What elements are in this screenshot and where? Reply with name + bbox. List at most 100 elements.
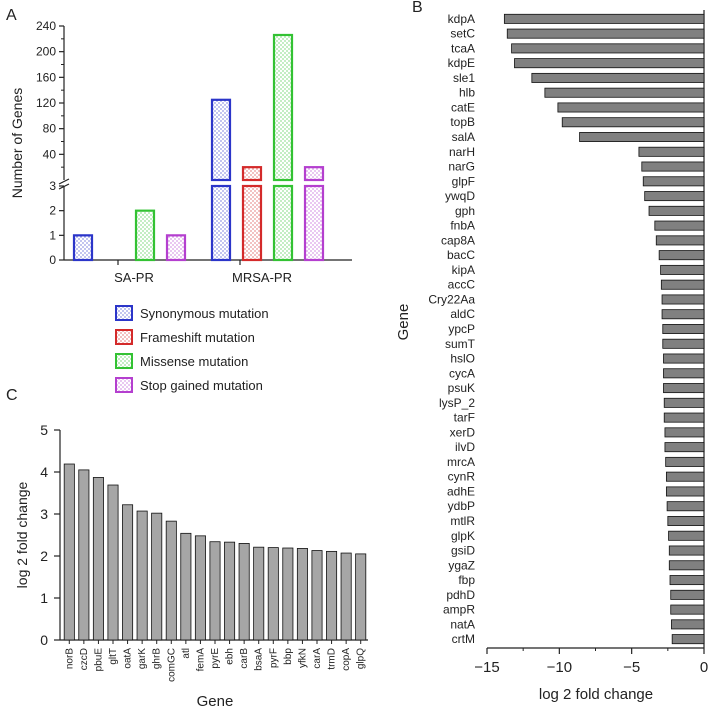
panel-b-gene-label: catE bbox=[451, 100, 475, 114]
panel-c-bar-czcd bbox=[78, 469, 90, 641]
panel-b-gene-label: ampR bbox=[443, 603, 475, 617]
panel-c-gene-label: czcD bbox=[79, 648, 90, 670]
panel-b-gene-label: cynR bbox=[448, 470, 476, 484]
panel-c-bar-pbue bbox=[92, 477, 104, 641]
panel-c-gene-label: carA bbox=[312, 648, 323, 669]
legend-swatch-missense-mutation bbox=[115, 353, 133, 369]
panel-c-bar-ghrb bbox=[151, 512, 163, 641]
panel-a-bar-missense-mutation-mrsa-pr-lower bbox=[272, 184, 294, 262]
panel-b-gene-label: tarF bbox=[454, 411, 475, 425]
panel-c-gene-label: comGC bbox=[166, 648, 177, 682]
panel-c-gene-label: trmD bbox=[327, 648, 338, 670]
panel-c-gene-label: atl bbox=[181, 648, 192, 659]
panel-c-bar-bsaa bbox=[253, 546, 265, 641]
panel-b-bar-sala bbox=[579, 132, 705, 142]
panel-b-bar-gsid bbox=[668, 545, 705, 556]
panel-b-bar-narh bbox=[638, 146, 705, 157]
panel-c-bar-copa bbox=[340, 552, 352, 641]
panel-b-bar-glpf bbox=[642, 176, 705, 187]
panel-b-bar-cry22aa bbox=[661, 294, 705, 305]
panel-c-bar-trmd bbox=[326, 550, 338, 641]
panel-b-x-tick-label: −15 bbox=[474, 659, 499, 676]
panel-label-c: C bbox=[6, 387, 18, 404]
panel-c-bar-atl bbox=[180, 532, 192, 641]
panel-b-gene-label: ywqD bbox=[445, 189, 475, 203]
panel-b-gene-label: kipA bbox=[452, 263, 475, 277]
panel-b-gene-label: crtM bbox=[452, 632, 475, 646]
panel-label-b: B bbox=[412, 0, 423, 16]
panel-b-x-tick-label: −10 bbox=[547, 659, 572, 676]
panel-b-bar-lysp-2 bbox=[663, 397, 705, 408]
panel-c-gene-label: carB bbox=[239, 648, 250, 669]
panel-c-bar-comgc bbox=[165, 520, 177, 641]
panel-c-gene-label: oatA bbox=[123, 648, 134, 669]
panel-b-bar-cap8a bbox=[655, 235, 705, 246]
panel-c-gene-label: bsaA bbox=[254, 648, 265, 671]
panel-b-bar-ydbp bbox=[666, 501, 705, 512]
panel-a-bar-missense-mutation-sa-pr bbox=[134, 209, 156, 262]
panel-b-gene-label: ygaZ bbox=[448, 558, 475, 572]
panel-b-bar-tarf bbox=[663, 412, 705, 423]
panel-a-bar-synonymous-mutation-sa-pr bbox=[72, 234, 94, 262]
panel-b-bar-bacc bbox=[658, 250, 705, 261]
panel-b-bar-sumt bbox=[662, 338, 705, 349]
panel-b-gene-label: psuK bbox=[448, 381, 475, 395]
panel-b-bar-ygaz bbox=[668, 560, 705, 571]
panel-c-gene-label: bbp bbox=[283, 648, 294, 665]
panel-c-bar-bbp bbox=[282, 547, 294, 641]
panel-b-gene-label: fnbA bbox=[450, 219, 475, 233]
panel-b-gene-label: lysP_2 bbox=[439, 396, 475, 410]
panel-a-bar-missense-mutation-mrsa-pr bbox=[272, 33, 294, 182]
panel-b-bar-pdhd bbox=[670, 589, 705, 600]
panel-a-legend: Synonymous mutation Frameshift mutation Mi… bbox=[115, 305, 269, 393]
panel-b-bar-sle1 bbox=[531, 72, 705, 83]
panel-c-gene-label: garK bbox=[137, 648, 148, 669]
panel-b-gene-label: natA bbox=[450, 617, 475, 631]
panel-c-bar-fema bbox=[194, 535, 206, 641]
panel-b-gene-label: ydbP bbox=[448, 499, 475, 513]
panel-a-y-tick-label: 0 bbox=[49, 253, 56, 267]
panel-b-bar-fnba bbox=[654, 220, 705, 231]
panel-b-bar-mrca bbox=[665, 456, 705, 467]
panel-a-chart: 0 1 2 3 40 80 120 160 200 240 Number of Genes SA-PR… bbox=[9, 19, 352, 285]
panel-b-gene-label: sumT bbox=[445, 337, 476, 351]
panel-c-bar-gltt bbox=[107, 484, 119, 641]
panel-c-gene-label: copA bbox=[341, 648, 352, 671]
panel-b-gene-label: accC bbox=[448, 278, 476, 292]
panel-a-y-tick-label: 1 bbox=[49, 228, 56, 242]
panel-b-gene-label: topB bbox=[450, 115, 475, 129]
panel-c-chart: 0 1 2 3 4 5 log 2 fold change norB czcD pbuE gltT o… bbox=[14, 422, 368, 710]
panel-a-axis-break-mark bbox=[58, 178, 70, 185]
panel-b-gene-label: gsiD bbox=[451, 544, 475, 558]
panel-b-gene-label: hslO bbox=[450, 352, 475, 366]
panel-b-x-tick-label: 0 bbox=[700, 659, 708, 676]
panel-b-gene-label: adhE bbox=[447, 484, 475, 498]
panel-b-gene-label: cap8A bbox=[441, 233, 475, 247]
panel-c-gene-label: pyrE bbox=[210, 648, 221, 669]
panel-a-y-tick-label: 3 bbox=[49, 179, 56, 193]
panel-a-y-tick-label: 2 bbox=[49, 204, 56, 218]
panel-a-bar-stop-gained-mutation-mrsa-pr bbox=[303, 166, 325, 182]
panel-c-gene-label: pyrF bbox=[268, 648, 279, 668]
panel-b-bar-cyca bbox=[663, 368, 705, 379]
panel-c-gene-label: gltT bbox=[108, 648, 119, 665]
panel-c-gene-label: ebh bbox=[225, 648, 236, 665]
panel-c-y-tick-label: 1 bbox=[40, 590, 48, 606]
panel-b-gene-label: xerD bbox=[450, 425, 476, 439]
panel-b-bar-cate bbox=[557, 102, 705, 113]
panel-b-bar-xerd bbox=[664, 427, 705, 438]
panel-b-bar-crtm bbox=[671, 634, 705, 645]
panel-c-y-tick-label: 5 bbox=[40, 422, 48, 438]
legend-swatch-stop-gained-mutation bbox=[115, 377, 133, 393]
panel-a-x-tick-label: MRSA-PR bbox=[232, 270, 292, 285]
panel-a-y-tick-label: 240 bbox=[36, 19, 56, 33]
panel-b-gene-label: gph bbox=[455, 204, 475, 218]
panel-b-gene-label: mrcA bbox=[447, 455, 475, 469]
panel-c-gene-label: yfkN bbox=[297, 648, 308, 668]
panel-b-bar-kdpa bbox=[503, 13, 705, 24]
panel-b-gene-label: ypcP bbox=[448, 322, 475, 336]
panel-b-gene-label: kdpA bbox=[448, 12, 475, 26]
panel-a-x-tick-label: SA-PR bbox=[114, 270, 154, 285]
panel-b-bar-aldc bbox=[661, 309, 705, 320]
